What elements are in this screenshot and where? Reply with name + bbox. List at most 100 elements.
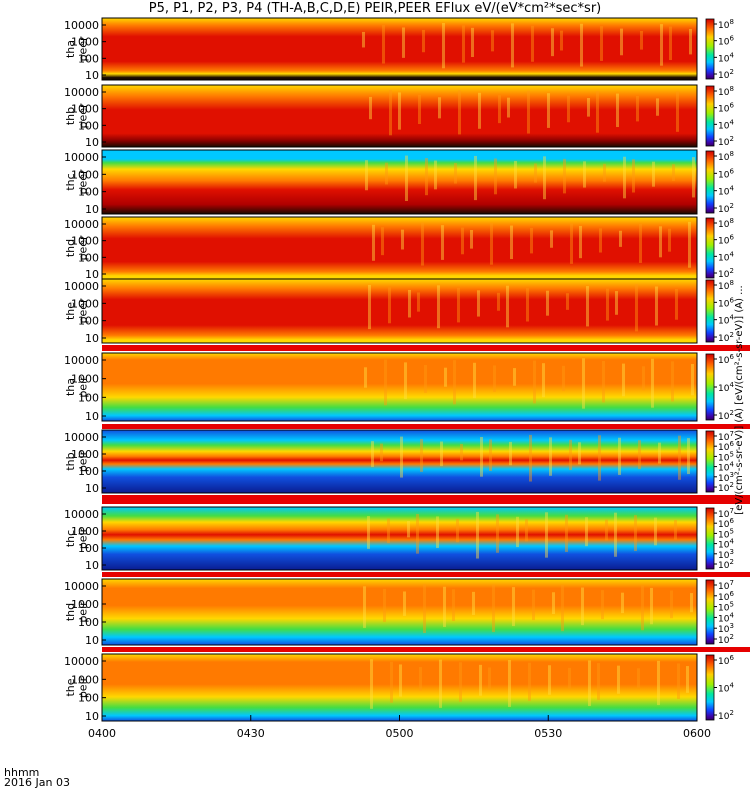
y-tick-label-thb-peer-2: 1000 (71, 103, 99, 116)
y-tick-label-thc-peir-3: 10000 (64, 508, 99, 521)
y-tick-label-thc-peir-0: 10 (85, 559, 99, 572)
y-tick-label-thd-peir-0: 10 (85, 634, 99, 647)
panel-frame-thb-peer (101, 84, 698, 148)
colorbar-thb-peir (705, 430, 715, 493)
x-tick-label-2: 0500 (386, 727, 414, 740)
colorbar-tick-thd-peer-1: 106 (718, 234, 734, 247)
y-tick-label-tha-peir-3: 10000 (64, 354, 99, 367)
panel-probe-thb-peir: thb (64, 452, 77, 470)
y-tick-label-thd-peer-2: 1000 (71, 235, 99, 248)
colorbar-tick-thc-peer-0: 108 (718, 150, 734, 163)
y-tick-label-thd-peir-2: 1000 (71, 598, 99, 611)
y-tick-label-thc-peir-2: 1000 (71, 525, 99, 538)
spectrogram-texture-the-peir (370, 659, 689, 709)
colorbar-tick-tha-peer-0: 108 (718, 18, 734, 31)
colorbar-tick-thd-peir-5: 102 (718, 633, 734, 646)
spectrogram-texture-thb-peir (371, 434, 690, 482)
colorbar-the-peir (705, 654, 715, 721)
colorbar-tick-thb-peir-4: 103 (718, 471, 734, 484)
colorbar-tick-tha-peir-0: 106 (718, 353, 734, 366)
panel-frame-thc-peir (101, 506, 698, 571)
colorbar-tick-thd-peir-3: 104 (718, 611, 734, 624)
panel-label-thb-peer: thbpeer (64, 103, 90, 129)
colorbar-tick-thc-peir-5: 102 (718, 558, 734, 571)
panel-label-tha-peir: thapeir (64, 376, 90, 398)
spectrogram-thc-peir (102, 507, 697, 570)
spectrogram-tha-peir (102, 353, 697, 421)
panel-species-thb-peir: peir (76, 450, 89, 472)
panel-frame-the-peer (101, 278, 698, 344)
y-tick-label-thd-peir-1: 100 (78, 616, 99, 629)
panel-frame-tha-peer (101, 17, 698, 81)
y-tick-label-tha-peer-3: 10000 (64, 19, 99, 32)
spectrogram-the-peir (102, 654, 697, 721)
y-tick-label-the-peer-1: 100 (78, 315, 99, 328)
y-tick-label-the-peir-1: 100 (78, 692, 99, 705)
colorbar-tick-thb-peir-5: 102 (718, 481, 734, 494)
colorbar-tick-thc-peir-2: 105 (718, 527, 734, 540)
colorbar-tick-thb-peir-1: 106 (718, 440, 734, 453)
y-tick-label-thb-peir-1: 100 (78, 465, 99, 478)
y-tick-label-thb-peir-3: 10000 (64, 431, 99, 444)
panel-species-the-peir: peir (76, 676, 89, 698)
x-axis-label-date: 2016 Jan 03 (4, 776, 70, 789)
colorbar-tick-thb-peer-0: 108 (718, 85, 734, 98)
colorbar-tick-the-peir-0: 106 (718, 654, 734, 667)
panel-gap-strip-1 (102, 424, 750, 429)
y-tick-label-thc-peer-3: 10000 (64, 151, 99, 164)
colorbar-tick-tha-peer-1: 106 (718, 35, 734, 48)
colorbar-tha-peer (705, 18, 715, 80)
y-tick-label-thc-peer-0: 10 (85, 203, 99, 216)
colorbar-tick-thd-peer-3: 102 (718, 267, 734, 280)
panel-gap-strip-4 (102, 647, 750, 652)
y-tick-label-the-peir-2: 1000 (71, 673, 99, 686)
colorbar-tick-thc-peir-1: 106 (718, 517, 734, 530)
y-tick-label-thd-peer-1: 100 (78, 251, 99, 264)
colorbar-tick-thb-peir-0: 107 (718, 430, 734, 443)
colorbar-unit-label: [eV/(cm²-s-sr-eV)] (A) [eV/(cm²-s-sr-eV)… (734, 285, 745, 514)
panel-label-the-peer: thepeer (64, 298, 90, 324)
spectrogram-texture-thb-peer (369, 90, 679, 136)
colorbar-tick-tha-peer-3: 102 (718, 68, 734, 81)
spectrogram-texture-tha-peer (362, 23, 692, 69)
colorbar-tick-thd-peir-2: 105 (718, 601, 734, 614)
colorbar-tick-the-peer-0: 108 (718, 279, 734, 292)
x-tick-label-3: 0530 (534, 727, 562, 740)
panel-frame-tha-peir (101, 352, 698, 422)
y-tick-label-thd-peer-0: 10 (85, 268, 99, 281)
y-tick-label-thb-peir-2: 1000 (71, 448, 99, 461)
colorbar-tick-thc-peir-3: 104 (718, 538, 734, 551)
colorbar-tick-tha-peir-1: 104 (718, 381, 734, 394)
panel-species-thd-peer: peer (76, 235, 89, 261)
spectrogram-texture-thc-peir (367, 511, 677, 559)
y-tick-label-the-peir-3: 10000 (64, 655, 99, 668)
panel-probe-thb-peer: thb (64, 107, 77, 125)
panel-species-the-peer: peer (76, 298, 89, 324)
spectrogram-the-peer (102, 279, 697, 343)
colorbar-tick-tha-peer-2: 104 (718, 51, 734, 64)
colorbar-tick-thd-peir-1: 106 (718, 590, 734, 603)
colorbar-tick-thc-peir-0: 107 (718, 507, 734, 520)
panel-label-thc-peer: thcpeer (64, 169, 90, 195)
colorbar-tick-thb-peir-3: 104 (718, 461, 734, 474)
panel-frame-thc-peer (101, 149, 698, 215)
colorbar-tick-thd-peer-2: 104 (718, 250, 734, 263)
colorbar-tick-thc-peir-4: 103 (718, 548, 734, 561)
colorbar-tick-tha-peir-2: 102 (718, 409, 734, 422)
y-tick-label-the-peer-0: 10 (85, 332, 99, 345)
y-tick-label-thc-peir-1: 100 (78, 542, 99, 555)
y-tick-label-tha-peir-1: 100 (78, 391, 99, 404)
y-tick-label-thc-peer-2: 1000 (71, 168, 99, 181)
panel-probe-thc-peir: thc (64, 530, 77, 547)
y-tick-label-the-peer-2: 1000 (71, 297, 99, 310)
spectrogram-tha-peer (102, 18, 697, 80)
spectrogram-thd-peir (102, 579, 697, 645)
panel-probe-the-peir: the (64, 678, 77, 696)
panel-label-tha-peer: thapeer (64, 36, 90, 62)
chart-title: P5, P1, P2, P3, P4 (TH-A,B,C,D,E) PEIR,P… (148, 1, 602, 16)
panel-gap-strip-0 (102, 345, 750, 351)
y-tick-label-thd-peir-3: 10000 (64, 580, 99, 593)
spectrogram-texture-tha-peir (364, 358, 694, 409)
colorbar-the-peer (705, 279, 715, 343)
